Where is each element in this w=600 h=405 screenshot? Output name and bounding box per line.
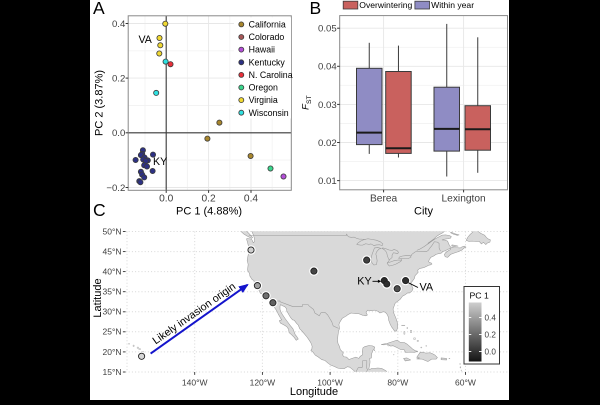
svg-text:KY: KY — [153, 156, 167, 168]
svg-text:0.04: 0.04 — [318, 62, 337, 73]
svg-text:45°N: 45°N — [103, 247, 122, 257]
svg-text:0.03: 0.03 — [318, 100, 337, 111]
svg-text:140°W: 140°W — [182, 377, 208, 387]
svg-text:25°N: 25°N — [103, 327, 122, 337]
svg-text:50°N: 50°N — [103, 226, 122, 236]
svg-text:20°N: 20°N — [103, 347, 122, 357]
svg-text:0.4: 0.4 — [485, 313, 497, 322]
svg-text:0.2: 0.2 — [485, 330, 497, 339]
svg-text:60°W: 60°W — [455, 377, 476, 387]
svg-text:PC 1: PC 1 — [470, 290, 489, 300]
svg-text:120°W: 120°W — [250, 377, 276, 387]
svg-text:Overwintering: Overwintering — [359, 0, 412, 10]
svg-text:0.05: 0.05 — [318, 24, 337, 35]
svg-text:PC 2 (3.87%): PC 2 (3.87%) — [94, 70, 106, 136]
svg-text:City: City — [414, 205, 433, 217]
svg-text:Longitude: Longitude — [290, 386, 338, 398]
svg-text:B: B — [310, 0, 322, 18]
svg-text:35°N: 35°N — [103, 287, 122, 297]
svg-text:FST: FST — [301, 95, 313, 110]
svg-text:30°N: 30°N — [103, 307, 122, 317]
svg-text:0.02: 0.02 — [318, 138, 337, 149]
svg-text:Within year: Within year — [431, 0, 474, 10]
svg-text:Wisconsin: Wisconsin — [249, 108, 289, 118]
svg-text:0.0: 0.0 — [112, 128, 125, 139]
svg-text:100°W: 100°W — [317, 377, 343, 387]
svg-text:C: C — [93, 200, 106, 220]
svg-text:Berea: Berea — [370, 193, 398, 204]
svg-text:N. Carolina: N. Carolina — [249, 70, 293, 80]
svg-text:0.0: 0.0 — [159, 193, 173, 204]
svg-text:Virginia: Virginia — [249, 95, 278, 105]
svg-text:0.0: 0.0 — [485, 347, 497, 356]
svg-text:0.2: 0.2 — [112, 74, 125, 85]
svg-text:KY: KY — [357, 275, 371, 287]
svg-text:−0.2: −0.2 — [106, 183, 125, 194]
svg-text:Lexington: Lexington — [442, 193, 486, 204]
svg-text:0.01: 0.01 — [318, 176, 337, 187]
svg-text:Colorado: Colorado — [249, 32, 285, 42]
svg-text:0.4: 0.4 — [244, 193, 258, 204]
svg-text:0.2: 0.2 — [202, 193, 216, 204]
svg-text:Hawaii: Hawaii — [249, 45, 275, 55]
svg-text:PC 1 (4.88%): PC 1 (4.88%) — [176, 205, 242, 217]
svg-text:80°W: 80°W — [387, 377, 408, 387]
svg-text:Latitude: Latitude — [92, 278, 104, 317]
svg-text:Kentucky: Kentucky — [249, 57, 286, 67]
svg-text:Oregon: Oregon — [249, 83, 278, 93]
svg-text:15°N: 15°N — [103, 367, 122, 377]
svg-text:40°N: 40°N — [103, 267, 122, 277]
svg-text:VA: VA — [139, 34, 153, 46]
svg-text:0.4: 0.4 — [112, 19, 126, 30]
svg-text:A: A — [93, 0, 105, 18]
svg-text:California: California — [249, 20, 286, 30]
svg-text:VA: VA — [420, 281, 434, 293]
